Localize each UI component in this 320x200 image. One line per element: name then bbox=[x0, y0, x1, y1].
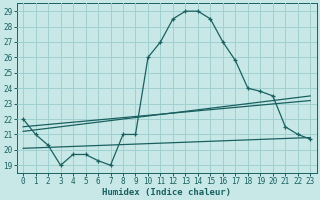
X-axis label: Humidex (Indice chaleur): Humidex (Indice chaleur) bbox=[102, 188, 231, 197]
